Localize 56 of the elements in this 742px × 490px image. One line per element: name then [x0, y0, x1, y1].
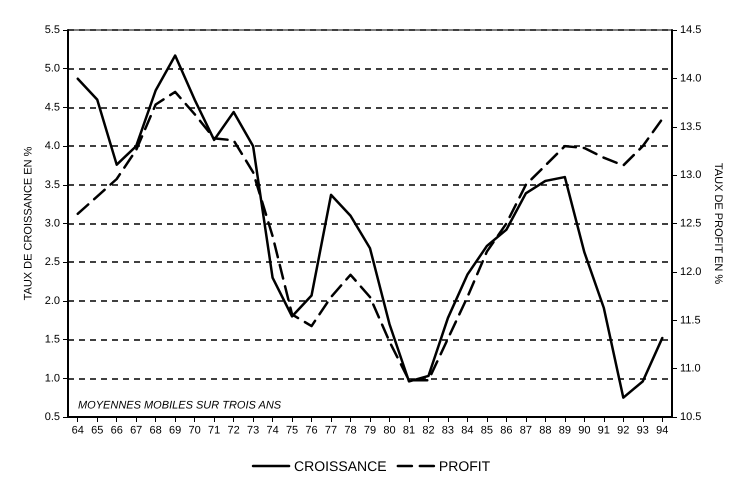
- y-tick-label: 0.5: [44, 411, 60, 423]
- y-tick-label: 3.5: [44, 178, 60, 191]
- x-tick-label: 87: [520, 424, 532, 436]
- x-tick-label: 89: [558, 424, 571, 436]
- x-tick-label: 74: [266, 424, 279, 436]
- x-tick-label: 94: [656, 424, 668, 436]
- x-tick-label: 91: [598, 424, 610, 436]
- y-tick-label: 2.5: [44, 256, 60, 268]
- x-tick-label: 84: [461, 424, 474, 436]
- x-tick-label: 78: [344, 424, 357, 436]
- y2-tick-label: 13.5: [680, 120, 702, 133]
- x-tick-label: 90: [578, 424, 590, 436]
- y2-tick-label: 13.0: [680, 169, 702, 182]
- y-tick-label: 3.0: [44, 218, 60, 230]
- y2-tick-label: 14.5: [680, 24, 702, 36]
- x-tick-label: 67: [130, 424, 142, 436]
- y2-tick-label: 10.5: [680, 411, 702, 423]
- x-tick-label: 72: [227, 424, 240, 436]
- y-tick-label: 4.5: [44, 101, 60, 114]
- x-tick-label: 79: [364, 424, 376, 436]
- y2-tick-label: 12.0: [680, 266, 702, 278]
- legend-label: CROISSANCE: [294, 458, 387, 474]
- x-tick-label: 69: [169, 424, 182, 436]
- x-tick-label: 71: [208, 424, 220, 436]
- x-tick-label: 82: [422, 424, 435, 436]
- y-tick-label: 1.5: [44, 334, 60, 346]
- x-tick-label: 70: [188, 424, 201, 436]
- x-tick-label: 64: [72, 424, 84, 436]
- x-tick-label: 73: [246, 424, 260, 436]
- x-tick-label: 75: [286, 424, 298, 436]
- y-axis-title: TAUX DE CROISSANCE EN %: [22, 146, 34, 300]
- annotation: MOYENNES MOBILES SUR TROIS ANS: [78, 400, 282, 412]
- x-tick-label: 68: [150, 424, 162, 436]
- x-tick-label: 76: [305, 424, 318, 436]
- y2-tick-label: 12.5: [680, 218, 702, 230]
- y-tick-label: 4.0: [44, 140, 60, 152]
- x-tick-label: 81: [402, 424, 416, 436]
- x-tick-label: 83: [442, 424, 454, 436]
- x-tick-label: 85: [480, 424, 494, 436]
- x-tick-label: 66: [110, 424, 123, 436]
- legend-label: PROFIT: [438, 458, 491, 474]
- x-tick-label: 92: [617, 424, 630, 436]
- y2-tick-label: 11.5: [680, 314, 701, 326]
- y-tick-label: 1.0: [44, 372, 60, 384]
- x-tick-label: 77: [324, 424, 338, 436]
- x-tick-label: 88: [539, 424, 552, 436]
- x-tick-label: 80: [383, 424, 396, 436]
- x-tick-label: 93: [636, 424, 649, 436]
- y-tick-label: 5.5: [44, 24, 60, 36]
- y-tick-label: 2.0: [44, 294, 60, 307]
- y2-axis-title: TAUX DE PROFIT EN %: [712, 162, 724, 284]
- x-tick-label: 86: [500, 424, 513, 436]
- y-tick-label: 5.0: [44, 62, 60, 75]
- x-tick-label: 65: [91, 424, 104, 436]
- y2-tick-label: 11.0: [680, 362, 701, 375]
- y2-tick-label: 14.0: [680, 72, 702, 84]
